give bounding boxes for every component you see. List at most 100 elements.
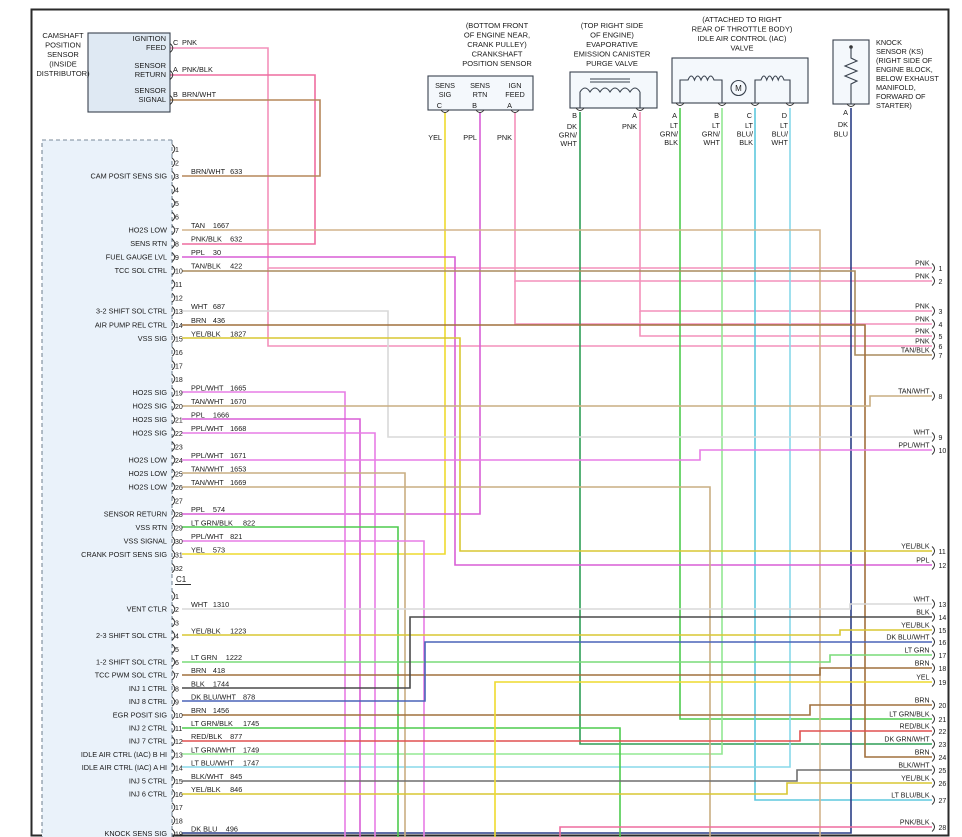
pin-wire-color: LT GRN/BLK: [191, 719, 233, 728]
pin-circuit-label: AIR PUMP REL CTRL: [95, 320, 167, 329]
terminal-number: 15: [939, 628, 947, 635]
terminal-number: 6: [939, 344, 943, 351]
terminal-wire-color: PNK/BLK: [900, 820, 930, 827]
pin-wire-color: PPL/WHT: [191, 451, 224, 460]
terminal-wire-color: PNK: [915, 261, 930, 268]
pin-number: 13: [175, 752, 183, 759]
pin-bracket: [171, 184, 176, 195]
terminal-bracket: [931, 350, 935, 360]
knock-pin-wire-color: DK: [838, 120, 848, 129]
crank-pin-function: RTN: [473, 90, 488, 99]
pin-circuit-number: 30: [213, 248, 221, 257]
pin-bracket: [171, 198, 176, 208]
pin-wire-color: DK BLU/WHT: [191, 693, 237, 702]
terminal-wire-color: DK GRN/WHT: [884, 737, 930, 744]
pin-number: 18: [175, 818, 183, 825]
terminal-wire-color: LT BLU/BLK: [891, 793, 930, 800]
iac-valve-heading: VALVE: [730, 44, 753, 53]
purge-pin-letter: A: [632, 111, 637, 120]
wire-iac-a-ltgrnblk: [679, 108, 932, 720]
terminal-bracket: [931, 778, 935, 788]
terminal-wire-color: BRN: [915, 661, 930, 668]
terminal-number: 20: [939, 703, 947, 710]
iac-pin-letter: B: [714, 111, 719, 120]
camshaft-sensor-label: CAMSHAFT: [42, 31, 84, 40]
crank-pin-letter: C: [437, 101, 442, 110]
pin-circuit-number: 1665: [230, 383, 246, 392]
wire-pnk-branch-term5: [639, 311, 932, 337]
wire-yel-term19: [494, 681, 932, 837]
wire-ho2s-low-tan-1667: [182, 229, 821, 837]
pin-number: 8: [175, 686, 179, 693]
pin-wire-color: LT GRN/BLK: [191, 519, 233, 528]
purge-pin-wire-color: PNK: [622, 122, 637, 131]
pin-bracket: [171, 775, 176, 786]
pin-wire-color: PPL/WHT: [191, 424, 224, 433]
terminal-wire-color: YEL/BLK: [901, 623, 930, 630]
cam-pin-function: SENSOR: [134, 61, 166, 70]
crank-pin-letter: B: [472, 101, 477, 110]
pin-number: 32: [175, 566, 183, 573]
pin-wire-color: PPL/WHT: [191, 383, 224, 392]
purge-pin-wire-color: WHT: [560, 139, 577, 148]
purge-valve-heading: (TOP RIGHT SIDE: [581, 21, 644, 30]
pin-bracket: [171, 400, 176, 411]
pin-circuit-number: 1223: [230, 627, 246, 636]
terminal-bracket: [931, 739, 935, 749]
terminal-number: 3: [939, 309, 943, 316]
pin-bracket: [171, 238, 176, 249]
pin-wire-color: PNK/BLK: [191, 235, 222, 244]
crank-sensor-box: [427, 75, 534, 111]
pin-bracket: [717, 102, 727, 106]
pin-circuit-number: 422: [230, 262, 242, 271]
terminal-bracket: [931, 677, 935, 687]
terminal-number: 24: [939, 755, 947, 762]
pin-number: 9: [175, 700, 179, 707]
pin-bracket: [440, 109, 450, 113]
pin-circuit-number: 1827: [230, 329, 246, 338]
pin-circuit-number: 1222: [226, 653, 242, 662]
pin-circuit-label: INJ 6 CTRL: [129, 790, 167, 799]
terminal-bracket: [931, 319, 935, 329]
pin-number: 7: [175, 673, 179, 680]
purge-valve-heading: EVAPORATIVE: [586, 40, 638, 49]
pin-circuit-number: 573: [213, 546, 225, 555]
pin-circuit-label: INJ 1 CTRL: [129, 684, 167, 693]
wire-inj8-dkbluwht-878: [182, 641, 932, 702]
knock-sensor-label: BELOW EXHAUST: [876, 74, 939, 83]
terminal-number: 5: [939, 334, 943, 341]
pin-bracket: [171, 657, 176, 667]
purge-valve-heading: EMISSION CANISTER: [574, 50, 651, 59]
terminal-number: 19: [939, 680, 947, 687]
pin-bracket: [171, 252, 176, 263]
iac-valve-heading: (ATTACHED TO RIGHT: [702, 15, 782, 24]
terminal-number: 7: [939, 353, 943, 360]
pin-circuit-label: INJ 5 CTRL: [129, 776, 167, 785]
terminal-wire-color: PPL/WHT: [898, 443, 930, 450]
crank-pin-wire-color: PNK: [497, 133, 512, 142]
knock-sensor-label: KNOCK: [876, 38, 902, 47]
terminal-bracket: [931, 331, 935, 341]
pin-number: 2: [175, 607, 179, 614]
pin-number: 11: [175, 282, 182, 289]
iac-pin-wire-color: LT: [745, 121, 754, 130]
pin-bracket: [171, 144, 176, 154]
wire-inj1-blk-1744: [182, 616, 932, 689]
pin-wire-color: YEL/BLK: [191, 785, 221, 794]
pin-bracket: [171, 643, 176, 654]
terminal-wire-color: TAN/WHT: [898, 389, 930, 396]
pin-number: 1: [175, 147, 179, 154]
knock-sensor-resistor: [843, 47, 859, 104]
pin-circuit-label: INJ 2 CTRL: [129, 724, 167, 733]
pin-bracket: [171, 736, 176, 747]
wire-ho2s-low-pplwht-1671: [182, 449, 932, 461]
wire-cam-sens-signal-brnwht: [170, 99, 321, 177]
connector-id-label: C1: [176, 575, 187, 584]
wire-shift12-ltgrn-1222: [182, 654, 932, 663]
terminal-bracket: [931, 650, 935, 660]
iac-pin-wire-color: GRN/: [660, 130, 679, 139]
crank-pin-wire-color: PPL: [463, 133, 477, 142]
pin-circuit-label: KNOCK SENS SIG: [105, 829, 168, 837]
pin-circuit-label: VSS RTN: [136, 523, 168, 532]
